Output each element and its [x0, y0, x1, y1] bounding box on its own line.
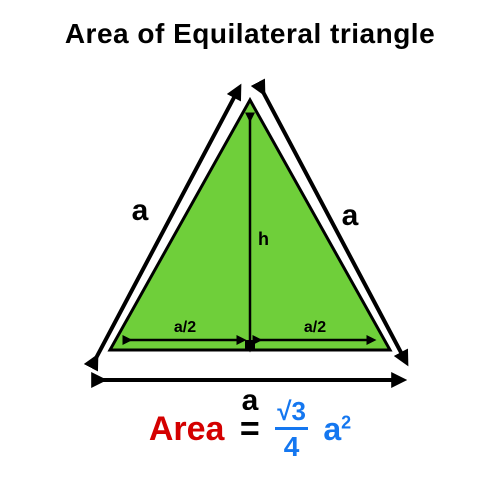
- right-angle-mark: [245, 340, 255, 350]
- side-label-left: a: [132, 194, 149, 227]
- side-label-right: a: [342, 199, 359, 232]
- triangle-diagram: haaaa/2a/2: [0, 50, 500, 390]
- half-label-right: a/2: [304, 319, 326, 336]
- side-label-bottom: a: [242, 384, 259, 410]
- formula-area-word: Area: [149, 410, 225, 448]
- page-title: Area of Equilateral triangle: [0, 0, 500, 50]
- formula-equals: =: [234, 410, 266, 448]
- formula-denominator: 4: [275, 430, 308, 461]
- formula-variable: a2: [317, 411, 351, 447]
- half-label-left: a/2: [174, 319, 196, 336]
- height-label: h: [258, 229, 269, 249]
